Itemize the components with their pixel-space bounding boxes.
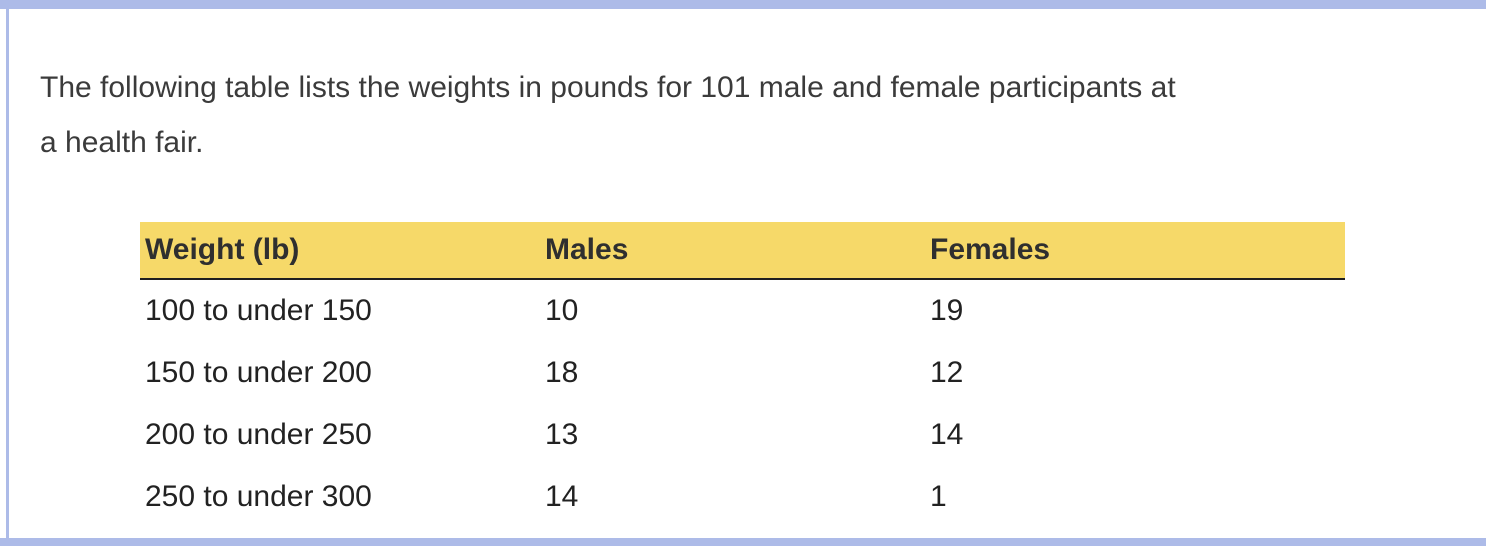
females-count-cell: 19 xyxy=(930,294,964,327)
weight-range-cell: 100 to under 150 xyxy=(145,294,372,327)
weight-range-cell: 150 to under 200 xyxy=(145,356,372,389)
table-row: 150 to under 200 18 12 xyxy=(140,342,1345,404)
males-count-cell: 10 xyxy=(545,294,579,327)
intro-line-2: a health fair. xyxy=(40,126,204,159)
table-row: 100 to under 150 10 19 xyxy=(140,279,1345,342)
column-header-males: Males xyxy=(540,222,925,280)
page-content: The following table lists the weights in… xyxy=(40,60,1446,528)
column-header-weight: Weight (lb) xyxy=(140,222,540,280)
females-count-cell: 14 xyxy=(930,418,964,451)
weight-range-cell: 250 to under 300 xyxy=(145,480,372,513)
column-header-females: Females xyxy=(925,222,1345,280)
table-header-row: Weight (lb) Males Females xyxy=(140,222,1345,280)
intro-text: The following table lists the weights in… xyxy=(40,60,1446,170)
females-count-cell: 1 xyxy=(930,480,947,513)
males-count-cell: 14 xyxy=(545,480,579,513)
left-border-bar xyxy=(6,0,9,546)
table-row: 250 to under 300 14 1 xyxy=(140,466,1345,528)
bottom-border-bar xyxy=(0,538,1486,546)
males-count-cell: 18 xyxy=(545,356,579,389)
table-row: 200 to under 250 13 14 xyxy=(140,404,1345,466)
top-border-bar xyxy=(0,0,1486,9)
weights-table: Weight (lb) Males Females 100 to under 1… xyxy=(140,222,1345,528)
weight-range-cell: 200 to under 250 xyxy=(145,418,372,451)
intro-line-1: The following table lists the weights in… xyxy=(40,71,1176,104)
females-count-cell: 12 xyxy=(930,356,964,389)
males-count-cell: 13 xyxy=(545,418,579,451)
